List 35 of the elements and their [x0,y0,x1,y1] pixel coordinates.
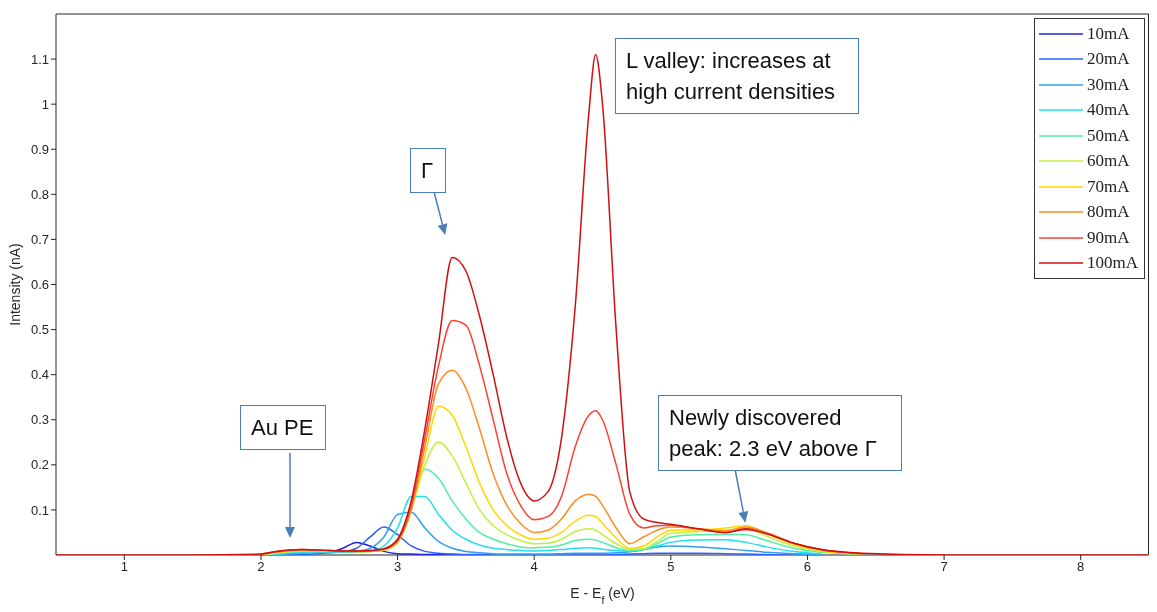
y-tick-label: 0.7 [30,232,49,248]
legend-label: 80mA [1087,202,1130,223]
legend-label: 40mA [1087,100,1130,121]
y-tick-label: 0.9 [30,141,49,157]
annotation: Newly discovered peak: 2.3 eV above Γ [658,395,902,471]
legend-label: 90mA [1087,227,1130,248]
x-axis-title: E - E$_{f}$ (eV) [570,585,635,606]
y-tick-label: 0.4 [30,367,49,383]
x-tick-label: 2 [257,559,265,575]
annotation: Γ [410,148,446,193]
x-tick-label: 7 [940,559,948,575]
legend-label: 50mA [1087,125,1130,146]
x-tick-label: 6 [803,559,812,575]
legend-label: 20mA [1087,49,1130,70]
y-tick-label: 0.2 [30,457,49,473]
x-tick-label: 8 [1077,559,1085,575]
y-tick-label: 0.8 [30,186,49,202]
legend-label: 10mA [1087,23,1130,44]
legend-label: 100mA [1087,253,1138,274]
annotation: L valley: increases at high current densities [615,38,859,114]
annotation: Au PE [240,405,326,450]
y-tick-label: 0.1 [30,502,49,518]
y-tick-label: 0.5 [30,322,49,338]
y-tick-label: 0.6 [30,277,49,293]
y-axis-title: Intensity (nA) [7,243,23,326]
legend-label: 60mA [1087,151,1130,172]
x-tick-label: 5 [667,559,675,575]
legend-label: 30mA [1087,74,1130,95]
y-tick-label: 1 [41,96,49,112]
x-tick-label: 3 [393,559,402,575]
x-tick-label: 4 [530,559,538,575]
y-tick-label: 1.1 [30,51,49,67]
x-tick-label: 1 [120,559,128,575]
y-tick-label: 0.3 [30,412,49,428]
legend-label: 70mA [1087,176,1130,197]
